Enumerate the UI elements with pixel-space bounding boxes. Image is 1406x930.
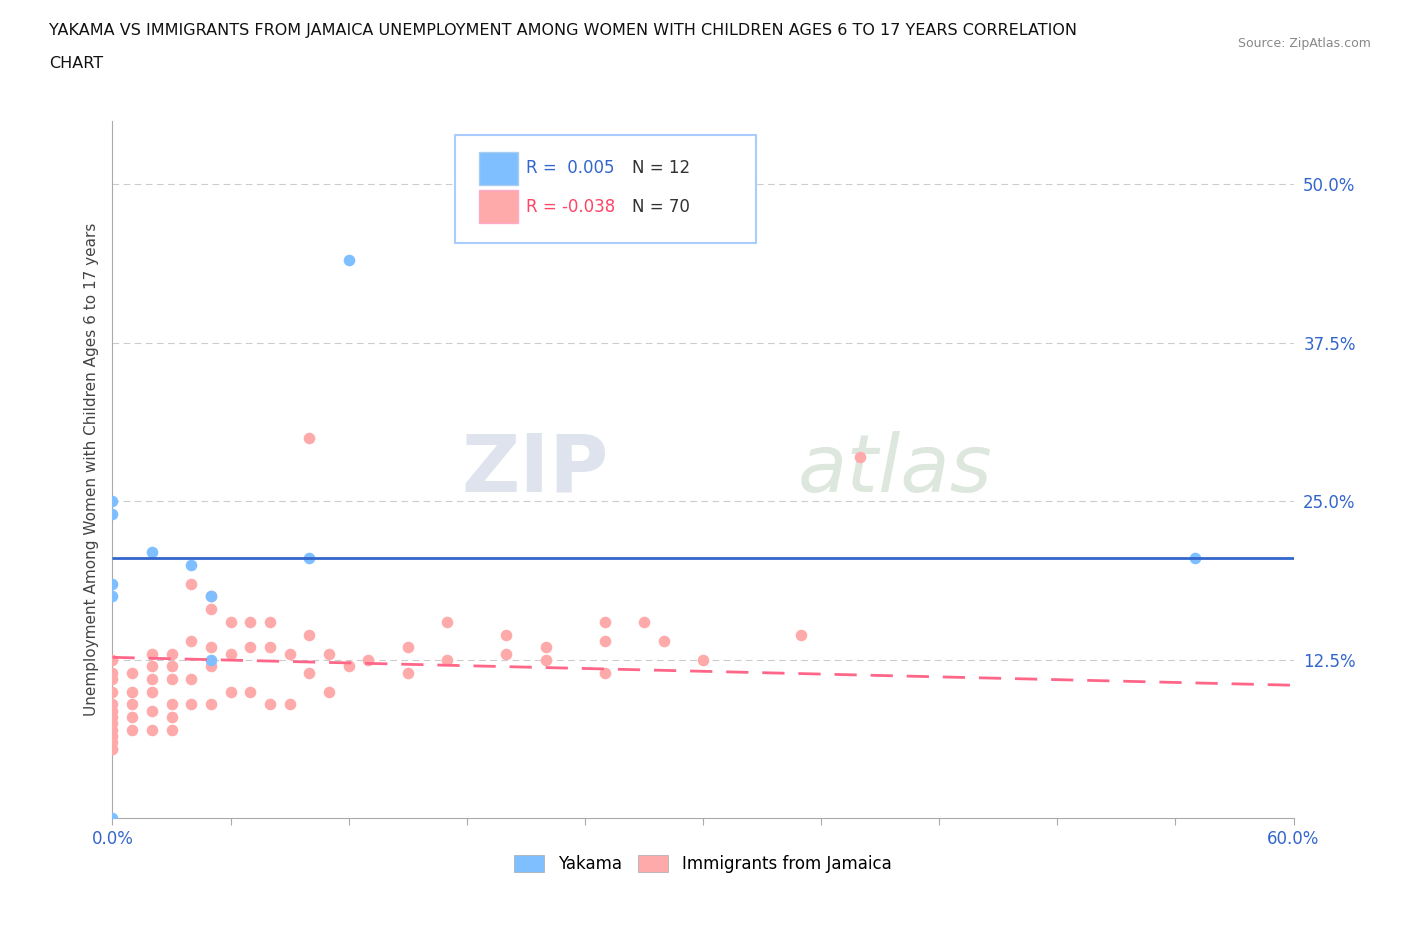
Point xyxy=(200,697,222,711)
Point xyxy=(101,653,124,668)
Point xyxy=(239,640,262,655)
Point xyxy=(200,653,222,668)
Point xyxy=(101,684,124,699)
Point xyxy=(200,602,222,617)
Point xyxy=(219,684,242,699)
Text: YAKAMA VS IMMIGRANTS FROM JAMAICA UNEMPLOYMENT AMONG WOMEN WITH CHILDREN AGES 6 : YAKAMA VS IMMIGRANTS FROM JAMAICA UNEMPL… xyxy=(49,23,1077,38)
FancyBboxPatch shape xyxy=(456,135,756,243)
Point xyxy=(101,716,124,731)
Point xyxy=(219,615,242,630)
Point xyxy=(141,658,163,673)
Point xyxy=(101,741,124,756)
Point xyxy=(298,627,321,642)
Point xyxy=(160,710,183,724)
Point xyxy=(318,646,340,661)
Point xyxy=(633,615,655,630)
Point xyxy=(200,658,222,673)
Point xyxy=(219,646,242,661)
Point xyxy=(101,665,124,680)
Point xyxy=(121,710,143,724)
Point xyxy=(495,627,517,642)
Point xyxy=(200,589,222,604)
Point xyxy=(101,723,124,737)
Point xyxy=(180,577,202,591)
Text: CHART: CHART xyxy=(49,56,103,71)
Point xyxy=(259,640,281,655)
Point xyxy=(534,640,557,655)
Point xyxy=(337,253,360,268)
Point xyxy=(101,710,124,724)
Point xyxy=(101,589,124,604)
Point xyxy=(160,658,183,673)
Point xyxy=(101,494,124,509)
Point xyxy=(160,646,183,661)
Point xyxy=(121,665,143,680)
Point xyxy=(200,640,222,655)
Point xyxy=(141,671,163,686)
Point xyxy=(101,741,124,756)
Point xyxy=(849,449,872,464)
Legend: Yakama, Immigrants from Jamaica: Yakama, Immigrants from Jamaica xyxy=(508,848,898,880)
Point xyxy=(160,697,183,711)
Point xyxy=(180,633,202,648)
Point xyxy=(278,646,301,661)
FancyBboxPatch shape xyxy=(478,190,517,223)
Text: ZIP: ZIP xyxy=(461,431,609,509)
Point xyxy=(200,589,222,604)
Point xyxy=(790,627,813,642)
Point xyxy=(160,671,183,686)
Point xyxy=(180,697,202,711)
Point xyxy=(652,633,675,648)
Point xyxy=(436,653,458,668)
Point xyxy=(101,728,124,743)
Point xyxy=(436,615,458,630)
Point xyxy=(121,723,143,737)
Point xyxy=(259,697,281,711)
Point xyxy=(101,577,124,591)
Text: R =  0.005: R = 0.005 xyxy=(526,159,614,178)
Text: N = 12: N = 12 xyxy=(633,159,690,178)
Point xyxy=(259,615,281,630)
Text: atlas: atlas xyxy=(797,431,993,509)
Point xyxy=(180,557,202,572)
Point xyxy=(101,703,124,718)
Point xyxy=(101,697,124,711)
Text: R = -0.038: R = -0.038 xyxy=(526,198,614,216)
Point xyxy=(534,653,557,668)
Point xyxy=(101,811,124,826)
Point xyxy=(357,653,380,668)
Point xyxy=(692,653,714,668)
Point xyxy=(298,431,321,445)
Point xyxy=(141,723,163,737)
Text: N = 70: N = 70 xyxy=(633,198,690,216)
Point xyxy=(298,665,321,680)
Point xyxy=(101,735,124,750)
Point xyxy=(337,658,360,673)
Point xyxy=(141,684,163,699)
Y-axis label: Unemployment Among Women with Children Ages 6 to 17 years: Unemployment Among Women with Children A… xyxy=(83,223,98,716)
Point xyxy=(593,665,616,680)
Point xyxy=(160,723,183,737)
Point xyxy=(1184,551,1206,565)
Point xyxy=(593,633,616,648)
Point xyxy=(141,703,163,718)
Point xyxy=(101,507,124,522)
Point xyxy=(396,665,419,680)
Point xyxy=(298,551,321,565)
FancyBboxPatch shape xyxy=(478,152,517,185)
Point xyxy=(396,640,419,655)
Text: Source: ZipAtlas.com: Source: ZipAtlas.com xyxy=(1237,37,1371,50)
Point xyxy=(239,615,262,630)
Point xyxy=(278,697,301,711)
Point xyxy=(180,671,202,686)
Point xyxy=(141,545,163,560)
Point xyxy=(141,646,163,661)
Point xyxy=(101,671,124,686)
Point xyxy=(121,697,143,711)
Point xyxy=(121,684,143,699)
Point xyxy=(495,646,517,661)
Point xyxy=(318,684,340,699)
Point xyxy=(239,684,262,699)
Point xyxy=(593,615,616,630)
